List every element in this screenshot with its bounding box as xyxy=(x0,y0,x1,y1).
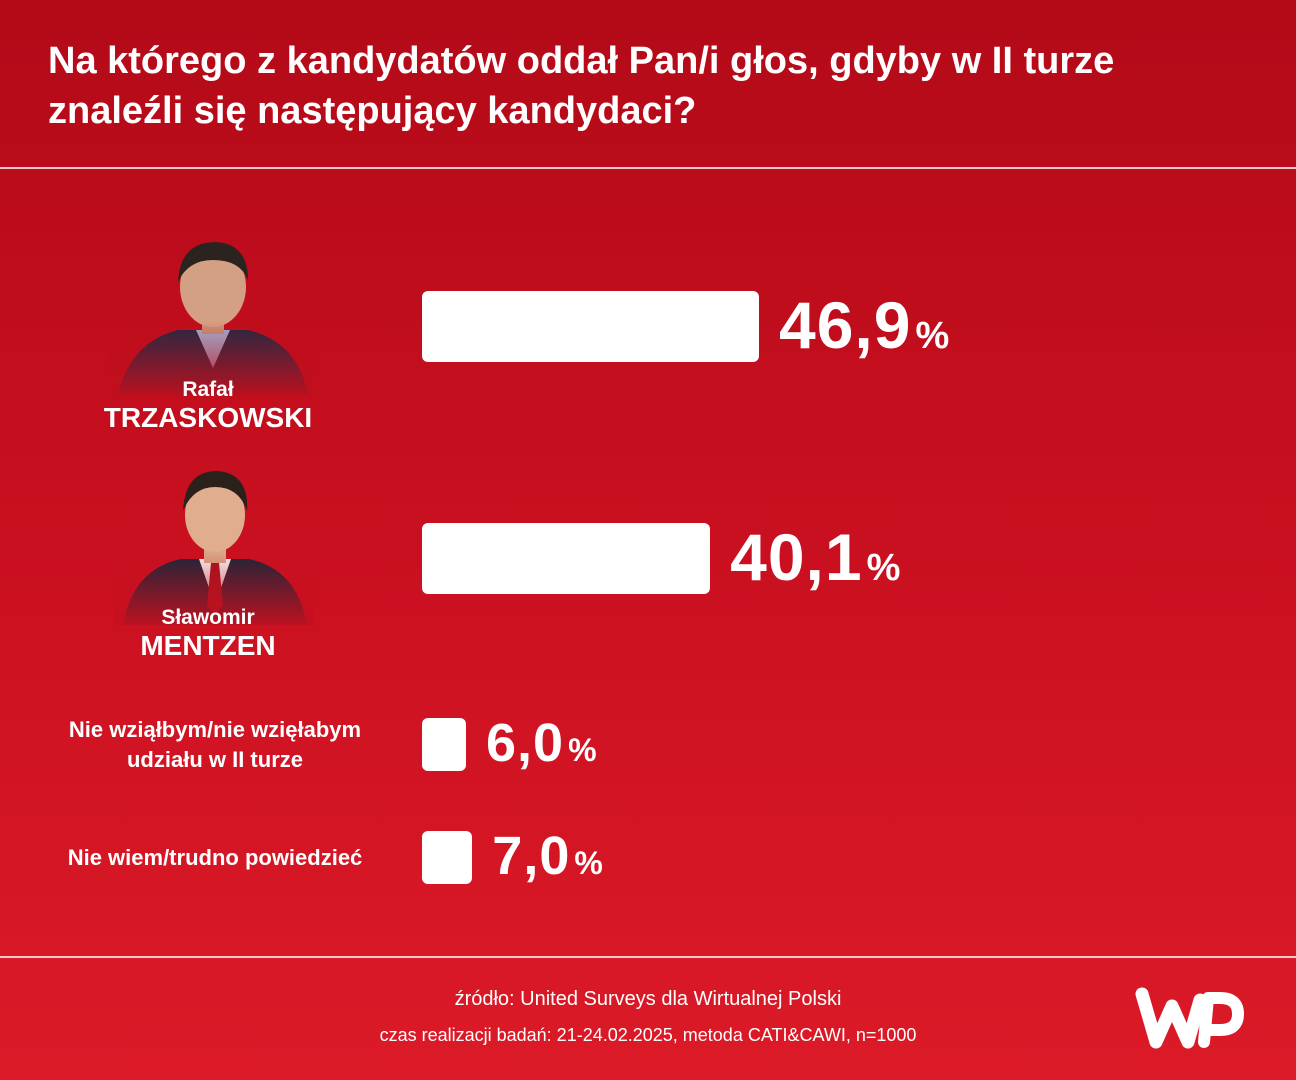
candidate-first-name: Sławomir xyxy=(161,606,255,629)
row-label-dont-know: Nie wiem/trudno powiedzieć xyxy=(30,843,400,873)
candidate-name-mentzen: Sławomir MENTZEN xyxy=(58,606,358,662)
value-number: 40,1 xyxy=(730,520,863,594)
value-label-mentzen: 40,1% xyxy=(730,519,901,595)
value-number: 46,9 xyxy=(779,288,912,362)
value-unit: % xyxy=(866,547,902,589)
value-unit: % xyxy=(915,315,951,357)
value-unit: % xyxy=(568,732,598,768)
row-label-no-participation: Nie wziąłbym/nie wzięłabym udziału w II … xyxy=(30,715,400,775)
bar-mentzen xyxy=(422,523,711,594)
title-line-1: Na którego z kandydatów oddał Pan/i głos… xyxy=(48,40,1115,82)
header-divider xyxy=(0,167,1296,169)
row-label-line-1: Nie wziąłbym/nie wzięłabym xyxy=(68,717,362,742)
method-note: czas realizacji badań: 21-24.02.2025, me… xyxy=(379,1025,917,1045)
candidate-first-name: Rafał xyxy=(182,378,234,401)
chart-title: Na którego z kandydatów oddał Pan/i głos… xyxy=(48,36,1248,136)
bar-no-participation xyxy=(422,718,466,771)
row-label-line-1: Nie wiem/trudno powiedzieć xyxy=(67,845,363,870)
value-unit: % xyxy=(574,845,604,881)
value-number: 7,0 xyxy=(492,826,571,886)
bar-dont-know xyxy=(422,831,473,884)
candidate-portrait-icon xyxy=(115,465,315,625)
value-label-dont-know: 7,0% xyxy=(492,825,604,887)
value-label-trzaskowski: 46,9% xyxy=(779,287,950,363)
title-line-2: znaleźli się następujący kandydaci? xyxy=(48,90,697,132)
footer-divider xyxy=(0,956,1296,958)
candidate-last-name: MENTZEN xyxy=(140,630,276,662)
candidate-portrait-icon xyxy=(108,230,318,395)
row-label-line-2: udziału w II turze xyxy=(126,747,303,772)
candidate-last-name: TRZASKOWSKI xyxy=(103,402,313,434)
value-label-no-participation: 6,0% xyxy=(486,712,598,774)
bar-trzaskowski xyxy=(422,291,759,362)
wp-logo-icon xyxy=(1134,984,1246,1057)
value-number: 6,0 xyxy=(486,713,565,773)
candidate-name-trzaskowski: Rafał TRZASKOWSKI xyxy=(58,378,358,434)
source-note: źródło: United Surveys dla Wirtualnej Po… xyxy=(454,988,842,1010)
